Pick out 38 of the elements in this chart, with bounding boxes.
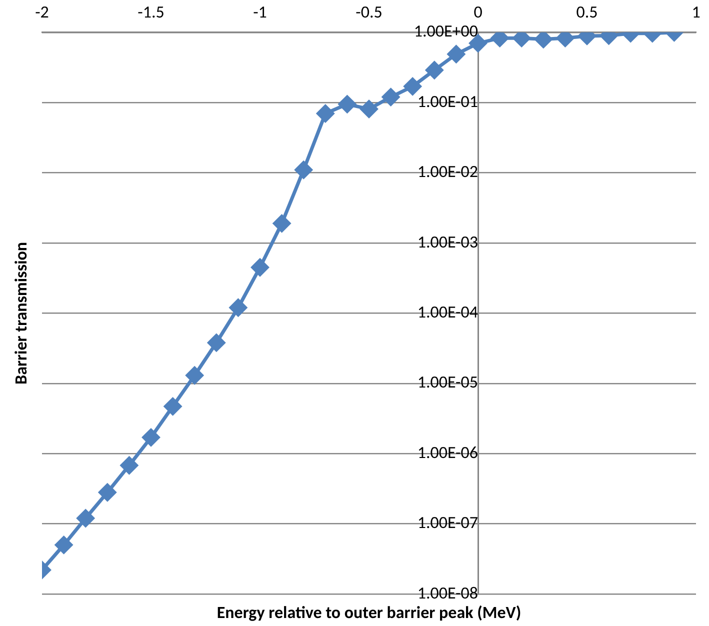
point [426, 61, 444, 79]
x-tick-label: -0.5 [356, 1, 382, 22]
point [360, 100, 378, 118]
x-tick-label: -2 [35, 1, 49, 22]
y-tick-label: 1.00E-07 [417, 512, 478, 534]
y-tick-label: 1.00E+00 [414, 20, 478, 42]
y-axis-title: Barrier transmission [10, 242, 32, 384]
point [447, 45, 465, 63]
point [98, 484, 116, 502]
point [251, 258, 269, 276]
y-tick-label: 1.00E-04 [417, 301, 478, 322]
y-tick-label: 1.00E-08 [417, 582, 478, 604]
point [76, 509, 94, 527]
point [120, 456, 138, 474]
point [142, 428, 160, 446]
y-tick-label: 1.00E-03 [417, 231, 478, 252]
point [294, 161, 312, 179]
y-tick-label: 1.00E-02 [417, 161, 478, 182]
point [534, 32, 552, 48]
y-tick-label: 1.00E-06 [417, 442, 478, 463]
x-tick-label: -1 [253, 1, 267, 22]
point [404, 78, 422, 96]
x-tick-label: 0.5 [576, 1, 598, 22]
x-axis-title: Energy relative to outer barrier peak (MeV) [216, 602, 522, 623]
point [316, 104, 334, 122]
y-tick-label: 1.00E-01 [417, 90, 478, 112]
point [186, 366, 204, 384]
point [382, 88, 400, 106]
point [229, 298, 247, 316]
x-tick-label: -1.5 [138, 1, 164, 22]
x-tick-label: 0 [474, 1, 483, 22]
point [338, 95, 356, 113]
point [55, 536, 73, 554]
y-tick-label: 1.00E-05 [417, 372, 478, 393]
point [164, 398, 182, 416]
x-tick-label: 1 [692, 1, 700, 22]
point [273, 214, 291, 232]
point [208, 334, 226, 352]
